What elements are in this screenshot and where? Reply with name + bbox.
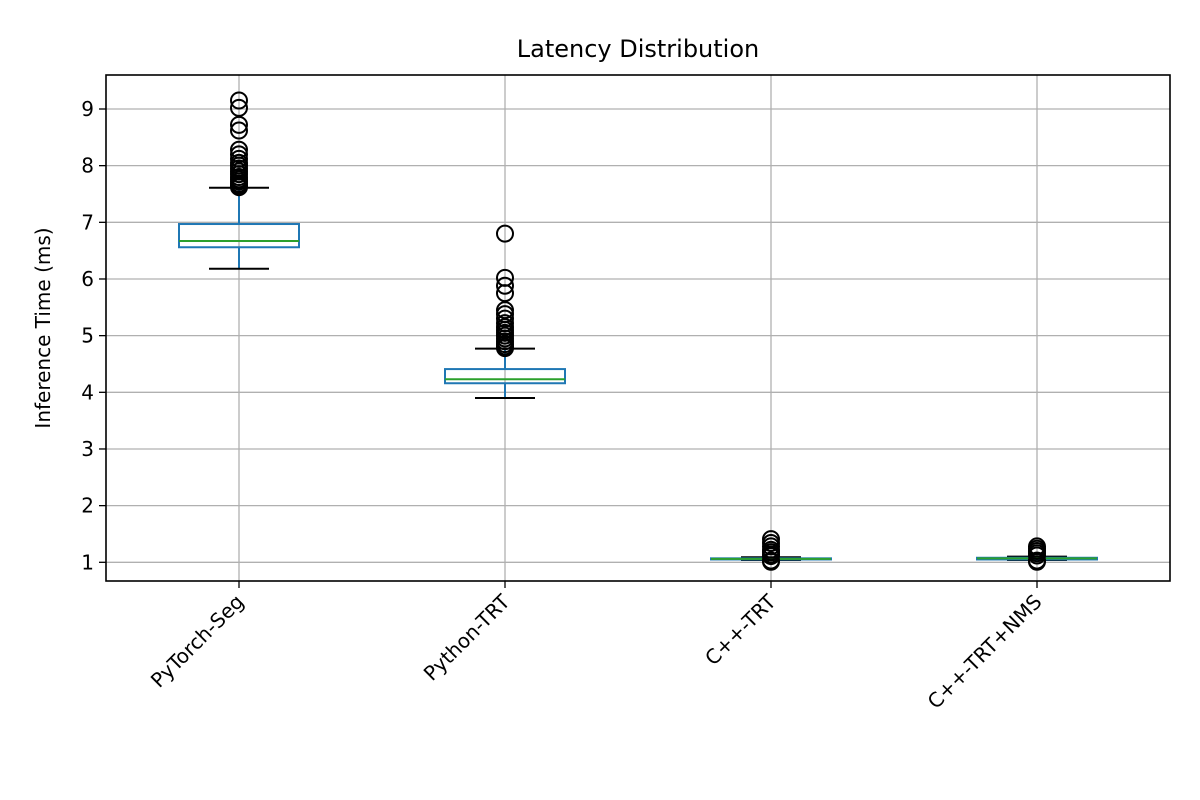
y-tick-label: 5: [81, 324, 94, 348]
y-tick-label: 7: [81, 210, 94, 234]
flier-point: [230, 140, 248, 159]
flier-point: [496, 268, 514, 287]
y-tick-label: 3: [81, 437, 94, 461]
y-axis-label: Inference Time (ms): [31, 227, 55, 428]
y-axis: 1 2 3 4 5 6 7 8 9: [81, 97, 106, 574]
flier-point: [230, 145, 248, 164]
y-tick-label: 6: [81, 267, 94, 291]
flier-point: [496, 309, 514, 328]
box-group: [710, 530, 832, 571]
y-tick-label: 1: [81, 550, 94, 574]
flier-point: [496, 224, 514, 243]
flier-point: [230, 91, 248, 110]
flier-point: [762, 530, 780, 549]
x-tick-label: Python-TRT: [419, 589, 515, 685]
grid: [106, 75, 1170, 581]
flier-point: [496, 314, 514, 333]
flier-point: [230, 121, 248, 140]
box: [178, 223, 300, 249]
flier-point: [1028, 551, 1046, 570]
x-axis: PyTorch-Seg Python-TRT C++-TRT C++-TRT+NMS: [146, 581, 1047, 714]
y-tick-label: 8: [81, 154, 94, 178]
x-tick-label: C++-TRT: [700, 589, 781, 670]
x-tick-label: C++-TRT+NMS: [923, 590, 1047, 714]
plot-frame: [105, 74, 1171, 582]
box: [444, 368, 566, 385]
flier-point: [762, 551, 780, 570]
chart-title: Latency Distribution: [517, 35, 760, 63]
boxes: [178, 91, 1098, 571]
x-tick-label: PyTorch-Seg: [146, 590, 249, 693]
box-group: [178, 91, 300, 270]
y-tick-label: 2: [81, 494, 94, 518]
flier-point: [1028, 537, 1046, 556]
flier-point: [230, 149, 248, 168]
y-tick-label: 4: [81, 380, 94, 404]
box-group: [976, 537, 1098, 571]
y-tick-label: 9: [81, 97, 94, 121]
box-group: [444, 224, 566, 399]
flier-point: [496, 276, 514, 295]
flier-point: [230, 98, 248, 117]
